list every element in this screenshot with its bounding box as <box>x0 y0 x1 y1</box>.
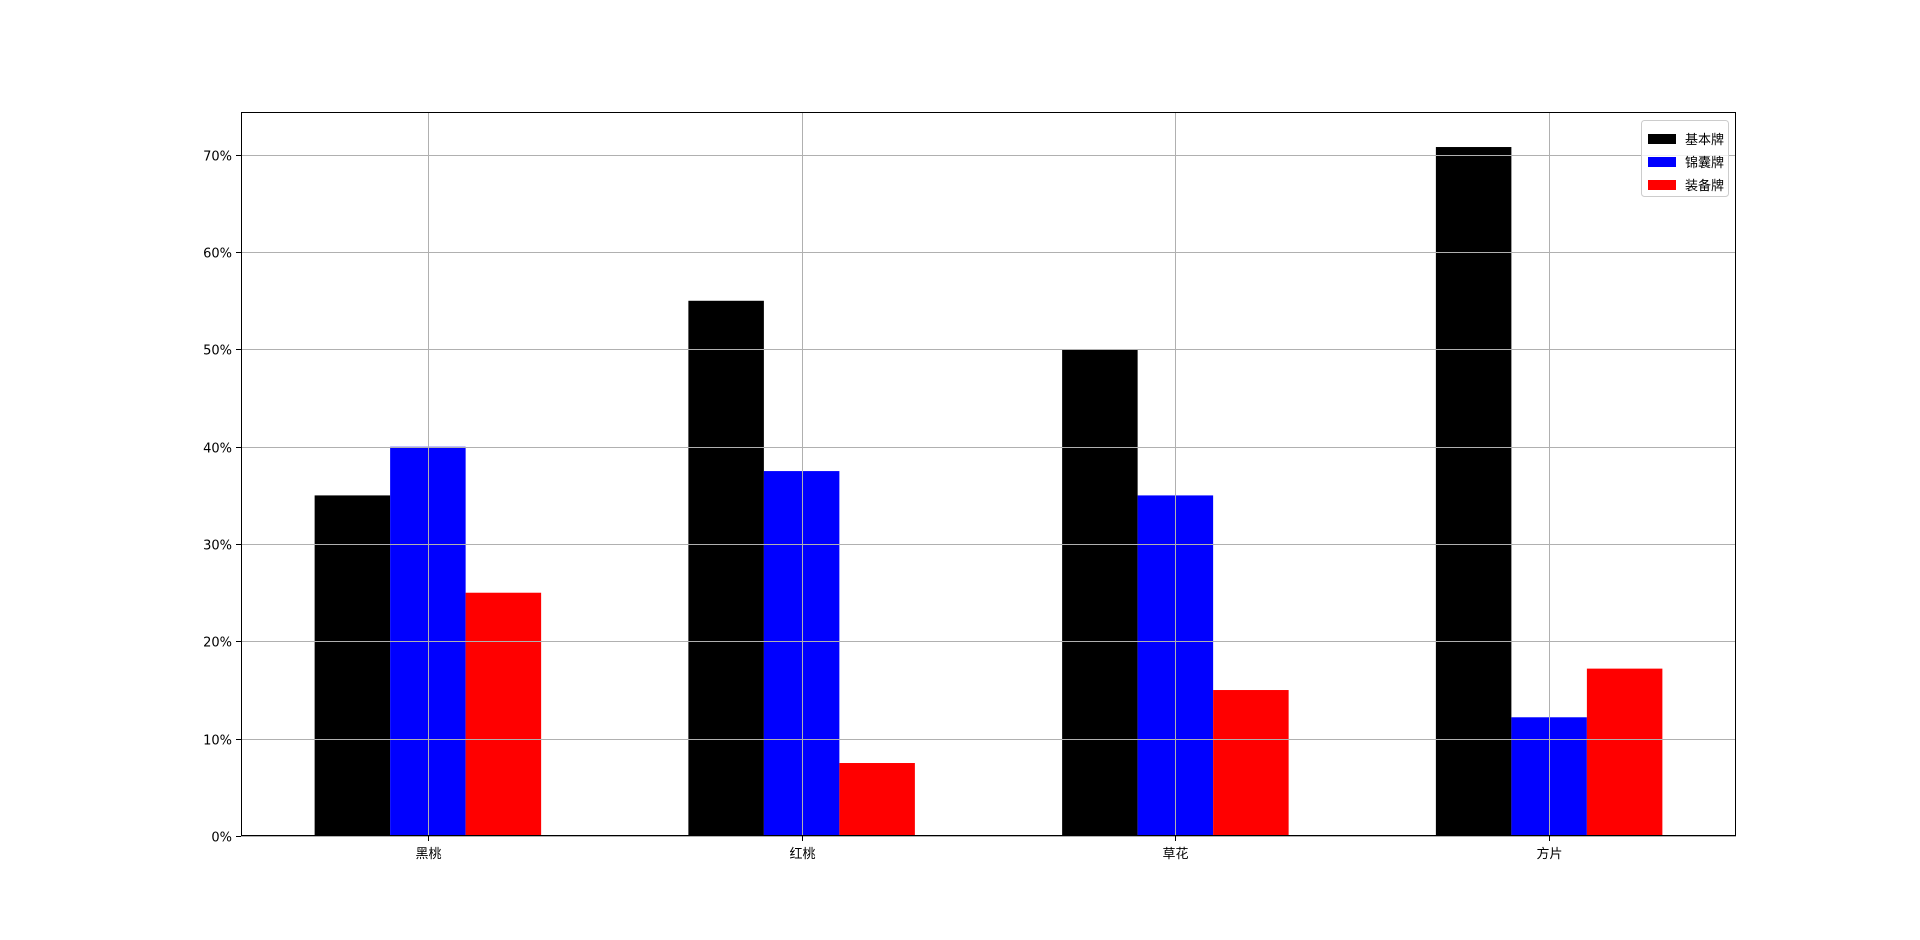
bar <box>1435 147 1512 836</box>
legend-label: 基本牌 <box>1685 132 1724 148</box>
bars <box>314 147 1663 836</box>
y-tick-label: 20% <box>203 636 232 651</box>
legend-swatch <box>1648 134 1676 144</box>
bar <box>314 495 391 836</box>
bar <box>839 763 915 836</box>
bar <box>1586 668 1663 836</box>
x-tick-label: 黑桃 <box>415 847 441 862</box>
bar <box>688 300 764 836</box>
y-tick-label: 50% <box>203 344 232 359</box>
x-tick-label: 草花 <box>1162 846 1188 862</box>
y-tick-label: 70% <box>203 150 232 165</box>
bar <box>465 592 542 836</box>
bar <box>1062 349 1138 836</box>
x-tick-label: 方片 <box>1536 846 1562 862</box>
y-tick-label: 40% <box>203 442 232 457</box>
plot-frame <box>241 112 1736 836</box>
y-tick-label: 0% <box>211 831 232 846</box>
legend-label: 锦囊牌 <box>1685 155 1724 171</box>
legend-swatch <box>1648 157 1676 167</box>
x-axis: 黑桃 红桃 草花 方片 <box>415 836 1563 862</box>
bar <box>763 471 840 836</box>
y-tick-label: 10% <box>203 734 232 749</box>
grid-lines <box>241 112 1736 837</box>
legend-swatch <box>1648 180 1676 190</box>
legend-label: 装备牌 <box>1685 178 1724 194</box>
bar <box>1213 690 1289 836</box>
y-tick-label: 60% <box>203 247 232 262</box>
y-axis: 0% 10% 20% 30% 40% 50% 60% 70% <box>203 150 241 846</box>
x-tick-label: 红桃 <box>789 846 815 862</box>
y-tick-label: 30% <box>203 539 232 554</box>
